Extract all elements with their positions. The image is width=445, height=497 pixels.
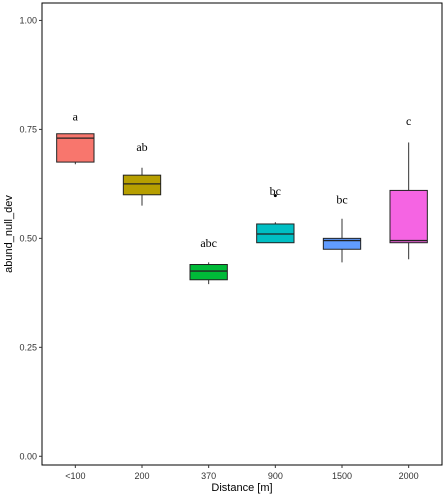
box-1500 xyxy=(322,237,362,250)
y-tick-label: 0.00 xyxy=(19,451,37,461)
y-tick-label: 1.00 xyxy=(19,15,37,25)
box-200 xyxy=(122,174,162,196)
x-axis-title: Distance [m] xyxy=(211,482,272,494)
group-letter: c xyxy=(406,114,411,128)
box-2000 xyxy=(389,189,428,244)
y-tick-label: 0.50 xyxy=(19,233,37,243)
x-tick-label: <100 xyxy=(65,471,85,481)
x-tick-label: 370 xyxy=(201,471,216,481)
y-tick-label: 0.25 xyxy=(19,342,37,352)
x-tick-label: 1500 xyxy=(332,471,352,481)
group-letter: bc xyxy=(336,192,347,206)
box-370 xyxy=(189,264,228,281)
box-900 xyxy=(256,223,295,244)
group-letter: bc xyxy=(270,184,281,198)
outlier-point xyxy=(273,194,277,198)
group-letter: abc xyxy=(200,236,217,250)
y-axis-title: abund_null_dev xyxy=(3,195,15,273)
group-letter: a xyxy=(73,110,79,124)
x-tick-label: 2000 xyxy=(399,471,419,481)
x-tick-label: 200 xyxy=(134,471,149,481)
plot-panel-border xyxy=(41,2,443,466)
group-letter: ab xyxy=(136,140,147,154)
y-tick-label: 0.75 xyxy=(19,124,37,134)
x-tick-label: 900 xyxy=(268,471,283,481)
